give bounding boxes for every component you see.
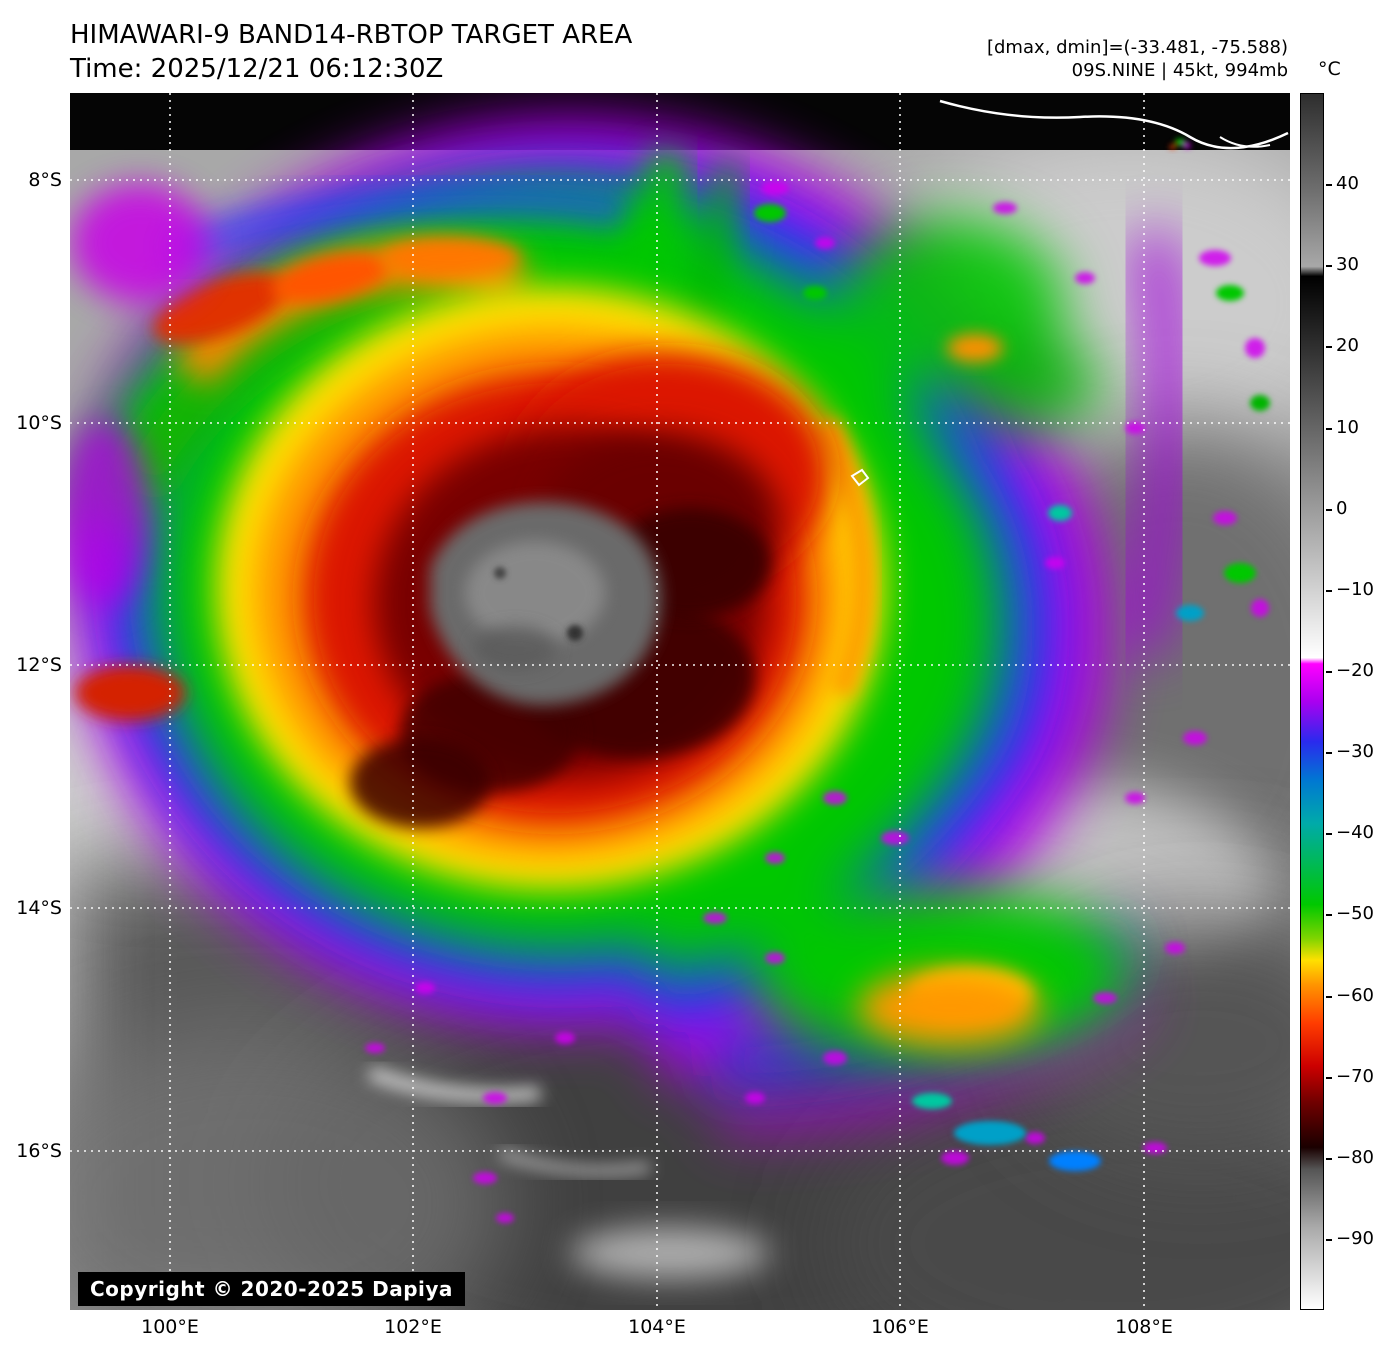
colorbar-tick-mark	[1326, 589, 1332, 592]
x-axis-label: 104°E	[628, 1316, 686, 1338]
colorbar-tick-mark	[1326, 995, 1332, 998]
gridlines	[70, 93, 1290, 1310]
y-axis-label: 10°S	[16, 412, 62, 434]
storm-eye	[430, 502, 661, 706]
colorbar-tick-label: −40	[1336, 822, 1374, 843]
x-axis-label: 100°E	[141, 1316, 199, 1338]
y-axis-label: 16°S	[16, 1140, 62, 1162]
colorbar-tick-label: 30	[1336, 254, 1359, 275]
x-axis-label: 108°E	[1115, 1316, 1173, 1338]
colorbar-unit-label: °C	[1318, 58, 1341, 80]
colorbar-tick-label: 10	[1336, 417, 1359, 438]
colorbar-tick-label: −60	[1336, 985, 1374, 1006]
colorbar-tick-mark	[1326, 832, 1332, 835]
colorbar-gradient	[1301, 94, 1323, 1309]
coast-cold-specks	[1170, 139, 1190, 149]
colorbar-tick-mark	[1326, 670, 1332, 673]
east-purple-band	[1113, 226, 1196, 659]
coastline	[939, 99, 1289, 150]
colorbar-tick-mark	[1326, 1238, 1332, 1241]
colorbar-tick-label: −10	[1336, 579, 1374, 600]
chart-time: Time: 2025/12/21 06:12:30Z	[70, 54, 444, 84]
colorbar-tick-mark	[1326, 508, 1332, 511]
colorbar-tick-label: −90	[1336, 1228, 1374, 1249]
y-axis-label: 8°S	[28, 169, 62, 191]
colorbar-tick-label: −80	[1336, 1147, 1374, 1168]
satellite-imagery	[70, 93, 1290, 1310]
colorbar-tick-mark	[1326, 183, 1332, 186]
dmax-dmin-annotation: [dmax, dmin]=(-33.481, -75.588)	[986, 37, 1288, 58]
colorbar-tick-label: −70	[1336, 1066, 1374, 1087]
colorbar-tick-mark	[1326, 264, 1332, 267]
colorbar-tick-label: −20	[1336, 660, 1374, 681]
colorbar-tick-mark	[1326, 1157, 1332, 1160]
colorbar-tick-label: 0	[1336, 498, 1348, 519]
annotation-block: [dmax, dmin]=(-33.481, -75.588) 09S.NINE…	[987, 36, 1288, 82]
satellite-map: Copyright © 2020-2025 Dapiya	[70, 93, 1290, 1310]
green-cyan-speckles	[754, 204, 1270, 1171]
colorbar-tick-mark	[1326, 345, 1332, 348]
colorbar-tick-mark	[1326, 1076, 1332, 1079]
colorbar-tick-label: −50	[1336, 903, 1374, 924]
colorbar-tick-mark	[1326, 751, 1332, 754]
colorbar-tick-label: 20	[1336, 335, 1359, 356]
x-axis-label: 102°E	[384, 1316, 442, 1338]
y-axis-label: 12°S	[16, 654, 62, 676]
copyright-badge: Copyright © 2020-2025 Dapiya	[78, 1272, 465, 1306]
chart-title: HIMAWARI-9 BAND14-RBTOP TARGET AREA	[70, 20, 633, 50]
colorbar-tick-mark	[1326, 427, 1332, 430]
x-axis-label: 106°E	[871, 1316, 929, 1338]
colorbar-tick-label: −30	[1336, 741, 1374, 762]
island-outline	[850, 468, 870, 487]
colorbar	[1300, 93, 1324, 1310]
storm-info-annotation: 09S.NINE | 45kt, 994mb	[1071, 60, 1288, 81]
storm-core-darkred	[350, 427, 780, 828]
colorbar-tick-mark	[1326, 913, 1332, 916]
upper-left-bands	[70, 149, 743, 721]
colorbar-tick-label: 40	[1336, 173, 1359, 194]
y-axis-label: 14°S	[16, 897, 62, 919]
